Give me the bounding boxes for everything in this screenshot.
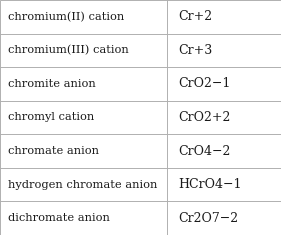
Text: hydrogen chromate anion: hydrogen chromate anion	[8, 180, 157, 190]
Text: CrO2−1: CrO2−1	[178, 77, 231, 90]
Text: chromate anion: chromate anion	[8, 146, 99, 156]
Text: HCrO4−1: HCrO4−1	[178, 178, 242, 191]
Text: chromite anion: chromite anion	[8, 79, 96, 89]
Text: Cr2O7−2: Cr2O7−2	[178, 212, 239, 225]
Text: chromium(II) cation: chromium(II) cation	[8, 12, 124, 22]
Text: dichromate anion: dichromate anion	[8, 213, 110, 223]
Text: Cr+3: Cr+3	[178, 44, 213, 57]
Text: chromyl cation: chromyl cation	[8, 113, 94, 122]
Text: CrO2+2: CrO2+2	[178, 111, 231, 124]
Text: Cr+2: Cr+2	[178, 10, 212, 23]
Text: chromium(III) cation: chromium(III) cation	[8, 45, 129, 55]
Text: CrO4−2: CrO4−2	[178, 145, 231, 158]
